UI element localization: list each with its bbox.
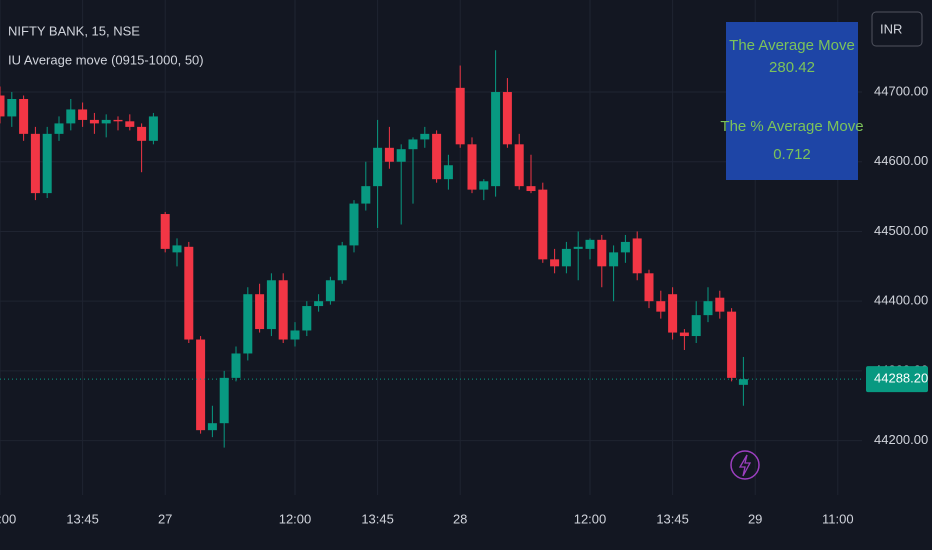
x-tick-label: 11:00	[822, 511, 854, 526]
candle-body	[266, 280, 276, 330]
y-tick-label: 44200.00	[874, 432, 928, 447]
candle-body	[479, 181, 489, 190]
candle-body	[196, 339, 206, 431]
panel-text: The % Average Move	[720, 118, 863, 135]
candle-body	[42, 133, 52, 194]
candle-body	[668, 294, 678, 333]
x-tick-label: 28	[453, 511, 467, 526]
x-tick-label: 12:00	[574, 511, 607, 526]
candle-body	[361, 186, 371, 204]
candle-body	[19, 99, 29, 134]
candle-body	[349, 203, 359, 246]
x-tick-label: 13:45	[361, 511, 394, 526]
y-tick-label: 44500.00	[874, 223, 928, 238]
candle-body	[325, 280, 335, 302]
candle-body	[160, 214, 170, 249]
candle-body	[137, 126, 147, 141]
candle-body	[66, 109, 76, 124]
candle-body	[538, 189, 548, 260]
info-panel	[726, 22, 858, 180]
candle-body	[89, 119, 99, 124]
candle-body	[219, 377, 229, 424]
candle-body	[373, 147, 383, 187]
candle-body	[0, 95, 5, 117]
candle-body	[738, 379, 748, 385]
last-price-box	[866, 366, 928, 393]
x-tick-label: 13:45	[656, 511, 689, 526]
candle-body	[314, 301, 324, 307]
candle-body	[656, 301, 666, 312]
candle-body	[443, 165, 453, 180]
candle-body	[703, 301, 713, 316]
candle-body	[172, 245, 182, 253]
x-tick-label: 12:00	[279, 511, 312, 526]
candle-body	[727, 311, 737, 378]
y-tick-label: 44400.00	[874, 293, 928, 308]
candle-body	[502, 92, 512, 145]
candle-body	[113, 119, 123, 122]
candle-body	[231, 353, 241, 378]
y-tick-label: 44600.00	[874, 153, 928, 168]
x-tick-label: 29	[748, 511, 762, 526]
candle-body	[467, 144, 477, 190]
candle-body	[255, 294, 265, 330]
candle-body	[408, 139, 418, 150]
candle-body	[78, 109, 88, 120]
candles	[0, 50, 748, 448]
candle-body	[396, 149, 406, 162]
currency-label[interactable]: INR	[880, 21, 902, 36]
x-tick-label: 27	[158, 511, 172, 526]
candle-body	[184, 246, 194, 340]
candle-body	[302, 306, 312, 331]
candle-body	[432, 133, 442, 180]
candle-body	[125, 121, 135, 127]
candle-body	[526, 186, 536, 192]
last-price-label: 44288.20	[874, 371, 928, 386]
candle-body	[679, 332, 689, 337]
candle-body	[384, 147, 394, 162]
chart-title: NIFTY BANK, 15, NSE	[8, 23, 140, 38]
indicator-legend: IU Average move (0915-1000, 50)	[8, 52, 204, 67]
candle-body	[597, 239, 607, 267]
candle-body	[644, 273, 654, 302]
candle-body	[278, 280, 288, 340]
candle-body	[632, 238, 642, 274]
candle-body	[550, 259, 560, 267]
panel-text: 0.712	[773, 146, 811, 163]
currency-button[interactable]	[871, 11, 923, 47]
candle-body	[609, 252, 619, 267]
candle-body	[243, 294, 253, 354]
candle-body	[573, 246, 583, 249]
candle-body	[101, 119, 111, 124]
candle-body	[620, 241, 630, 253]
candle-body	[290, 330, 300, 340]
candle-body	[148, 116, 158, 141]
candle-body	[514, 144, 524, 187]
y-tick-label: 44700.00	[874, 83, 928, 98]
candle-body	[207, 423, 217, 431]
candle-body	[561, 248, 571, 267]
candle-body	[7, 99, 17, 117]
panel-text: The Average Move	[729, 37, 855, 54]
candle-body	[455, 87, 465, 145]
candle-body	[54, 123, 64, 134]
candle-body	[420, 133, 430, 140]
grid	[0, 0, 862, 495]
candle-body	[715, 297, 725, 312]
lightning-icon[interactable]	[730, 450, 760, 480]
x-tick-label: 13:45	[66, 511, 99, 526]
x-tick-label: 12:00	[0, 511, 16, 526]
panel-text: 280.42	[769, 59, 815, 76]
candle-body	[491, 92, 501, 187]
candle-body	[691, 315, 701, 337]
candle-body	[585, 239, 595, 249]
candle-body	[30, 133, 40, 194]
candle-body	[337, 245, 347, 281]
